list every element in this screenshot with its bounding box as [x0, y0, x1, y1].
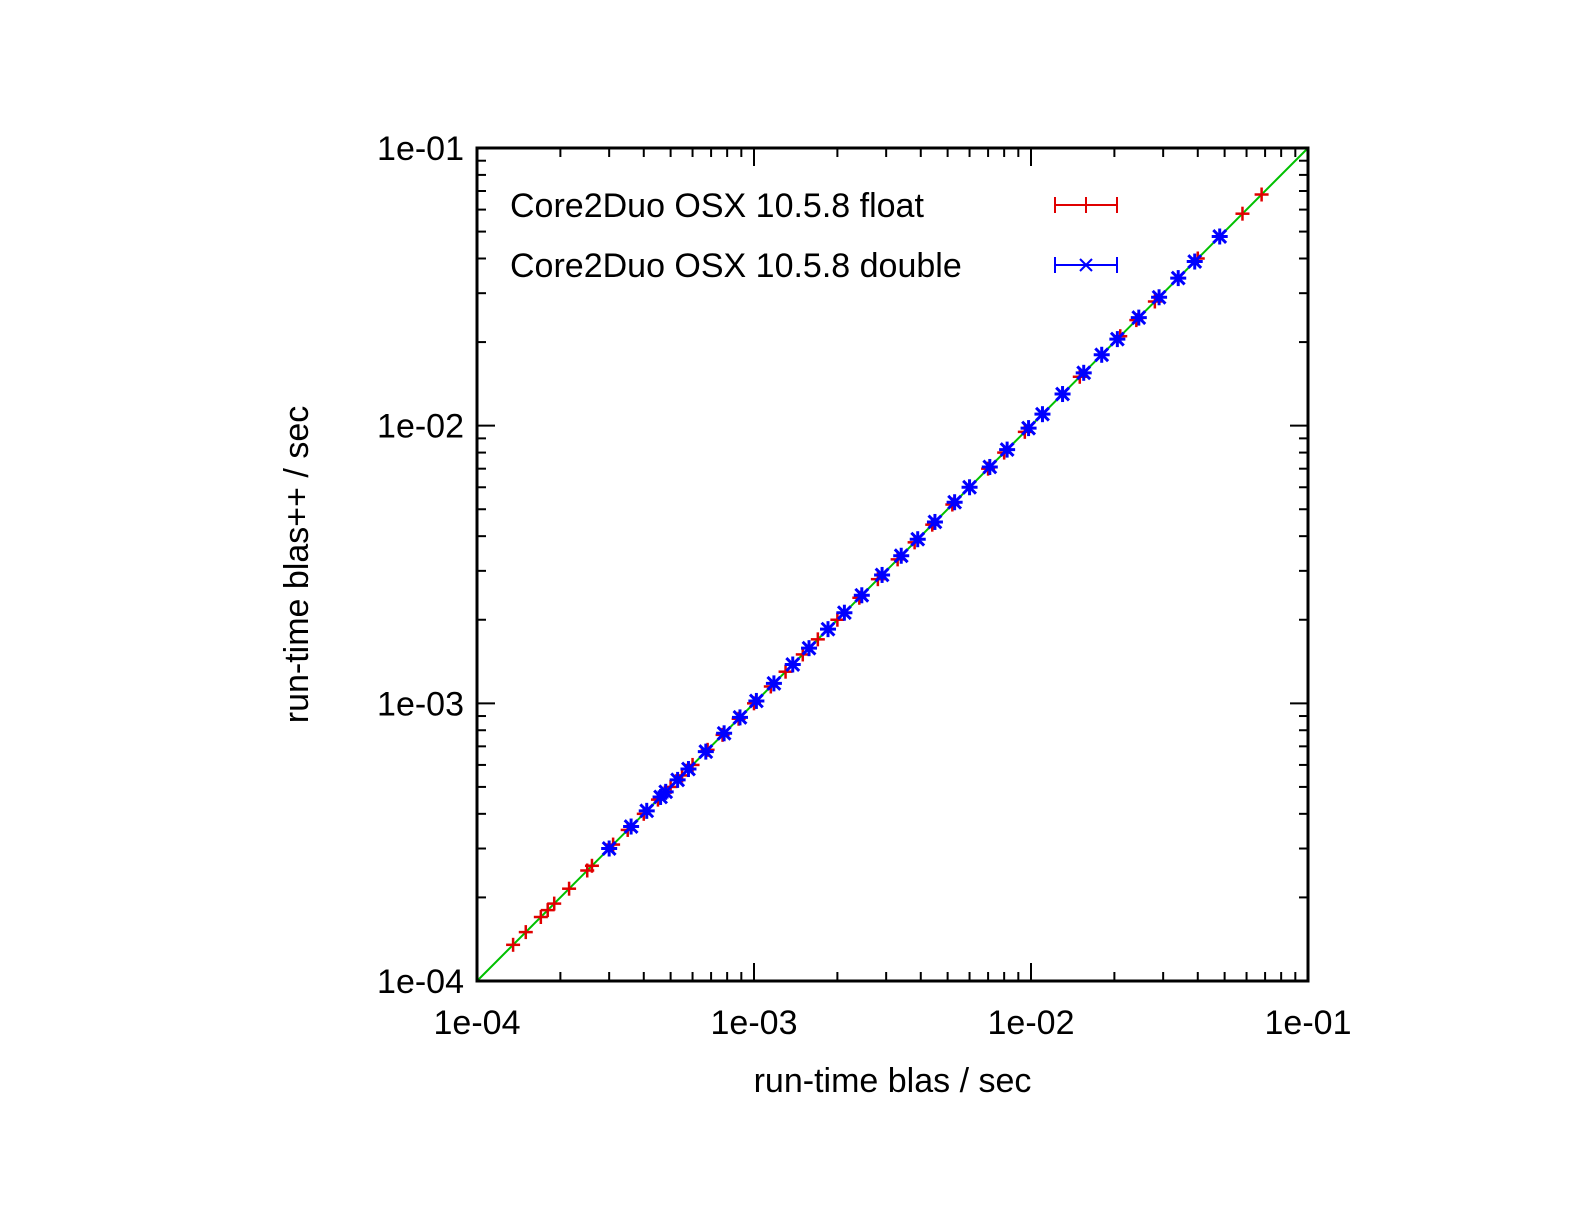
data-point [893, 547, 910, 564]
data-point [731, 709, 748, 726]
data-point [547, 896, 562, 911]
data-point [638, 802, 655, 819]
data-point [562, 881, 577, 896]
data-point [820, 621, 837, 638]
data-point [1075, 364, 1092, 381]
data-point [981, 458, 998, 475]
x-axis-label: run-time blas / sec [754, 1062, 1032, 1100]
data-point [961, 479, 978, 496]
y-tick-label: 1e-02 [377, 408, 464, 446]
data-point [874, 566, 891, 583]
data-point [697, 743, 714, 760]
data-point [716, 725, 733, 742]
data-point [540, 903, 555, 918]
data-point [1151, 289, 1168, 306]
data-point [836, 604, 853, 621]
data-point [623, 818, 640, 835]
data-point [1054, 386, 1071, 403]
data-point [1170, 270, 1187, 287]
y-tick-label: 1e-01 [377, 130, 464, 168]
data-point [657, 783, 674, 800]
x-tick-label: 1e-01 [1265, 1004, 1352, 1042]
plot-frame [475, 146, 1310, 983]
data-point [1235, 206, 1250, 221]
plot-content [476, 147, 1309, 982]
data-point [506, 937, 521, 952]
data-point [1211, 228, 1228, 245]
legend-sample-float [1054, 197, 1118, 213]
legend-entry-double: Core2Duo OSX 10.5.8 double [510, 247, 962, 285]
data-point [680, 761, 697, 778]
x-tick-label: 1e-03 [711, 1004, 798, 1042]
data-point [926, 513, 943, 530]
tick-labels: 1e-04 1e-03 1e-02 1e-01 1e-04 1e-03 1e-02 1e-01 [377, 130, 1351, 1042]
data-point [1109, 331, 1126, 348]
data-point [1130, 309, 1147, 326]
legend-sample-double [1054, 257, 1118, 273]
data-point [584, 858, 599, 873]
y-tick-label: 1e-03 [377, 685, 464, 723]
y-axis-label: run-time blas++ / sec [278, 406, 316, 723]
data-point [1034, 406, 1051, 423]
data-point [1093, 346, 1110, 363]
data-point [1186, 253, 1203, 270]
y-tick-label: 1e-04 [377, 963, 464, 1001]
data-point [946, 494, 963, 511]
data-point [601, 840, 618, 857]
data-point [748, 692, 765, 709]
data-point [784, 656, 801, 673]
data-point [801, 640, 818, 657]
data-point [669, 771, 686, 788]
data-point [909, 531, 926, 548]
data-point [1254, 187, 1269, 202]
data-point [533, 910, 548, 925]
data-point [518, 925, 533, 940]
data-point [830, 612, 845, 627]
legend-marker [1079, 258, 1093, 272]
data-point [853, 587, 870, 604]
x-tick-label: 1e-04 [434, 1004, 521, 1042]
legend-entry-float: Core2Duo OSX 10.5.8 float [510, 187, 924, 225]
data-point [778, 664, 793, 679]
x-tick-label: 1e-02 [988, 1004, 1075, 1042]
data-point [999, 441, 1016, 458]
series-double [601, 228, 1228, 857]
data-point [810, 632, 825, 647]
legend: Core2Duo OSX 10.5.8 float Core2Duo OSX 1… [510, 187, 1118, 285]
data-point [1020, 420, 1037, 437]
data-point [765, 675, 782, 692]
